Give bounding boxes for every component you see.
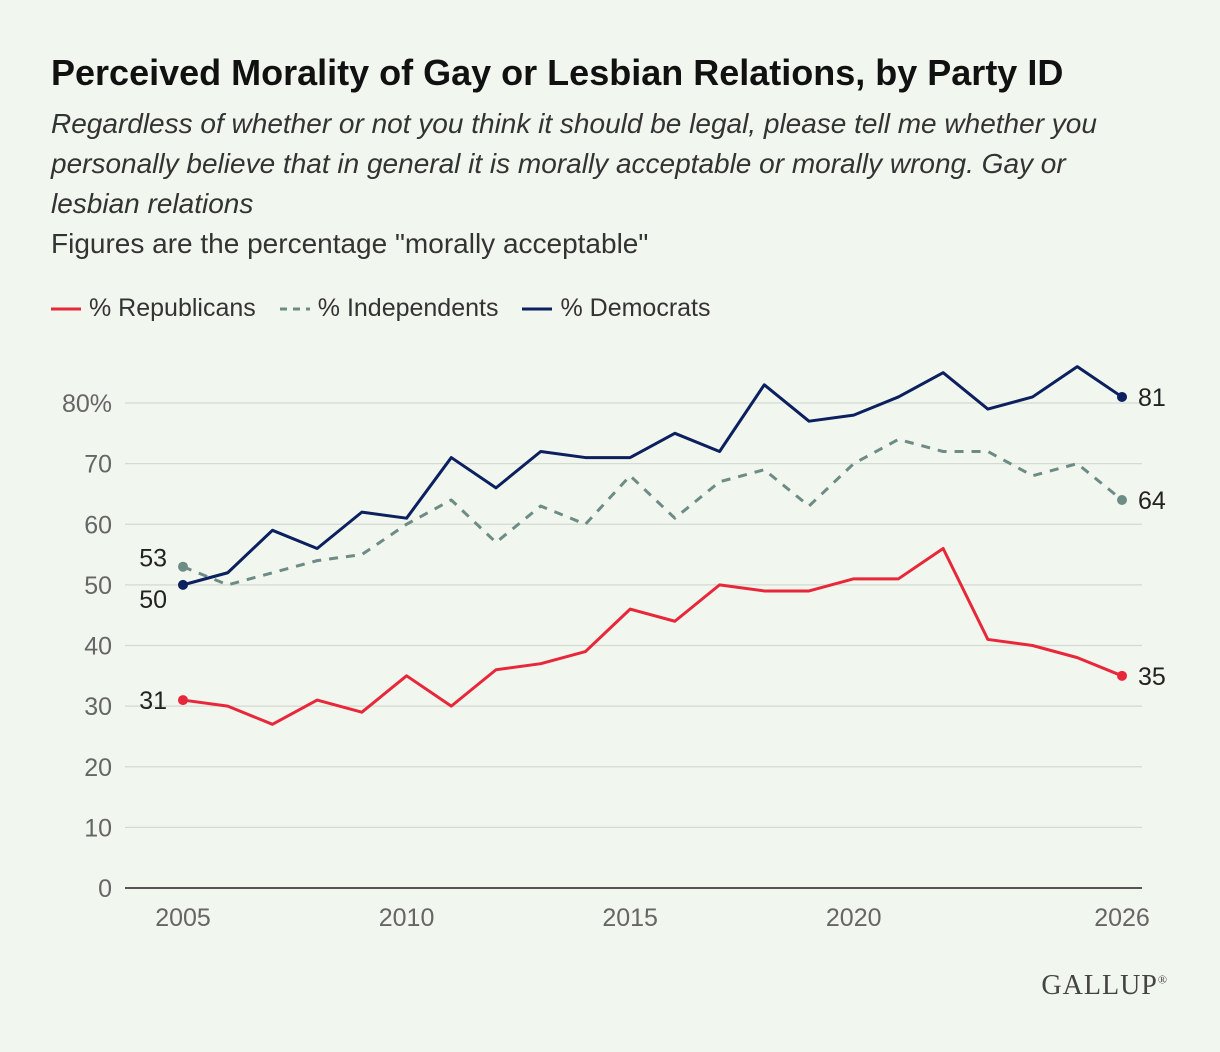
legend-label-republicans: % Republicans (89, 294, 256, 322)
series-end-point-1 (1117, 495, 1127, 505)
series-line-0 (182, 547, 1123, 726)
y-tick-label: 70 (84, 451, 112, 479)
y-tick-label: 0 (98, 875, 112, 903)
chart-title: Perceived Morality of Gay or Lesbian Rel… (51, 52, 1064, 93)
x-tick-label: 2026 (1094, 904, 1150, 932)
legend: % Republicans % Independents % Democrats (51, 294, 735, 323)
legend-swatch-democrats (522, 307, 553, 310)
legend-swatch-republicans (51, 307, 81, 310)
series-end-point-2 (1117, 391, 1127, 402)
x-tick-label: 2010 (379, 904, 435, 932)
gallup-logo: GALLUP® (1041, 970, 1168, 1002)
series-line-2 (182, 365, 1123, 587)
logo-text: GALLUP (1041, 970, 1158, 1001)
series-end-label-0: 35 (1138, 663, 1166, 691)
series-end-point-0 (1117, 670, 1127, 681)
series-end-label-2: 81 (1138, 384, 1166, 412)
legend-label-democrats: % Democrats (560, 294, 711, 322)
legend-label-independents: % Independents (317, 294, 499, 322)
x-tick-label: 2020 (826, 904, 882, 932)
legend-item-republicans: % Republicans (51, 294, 256, 323)
y-tick-label: 20 (84, 754, 112, 782)
chart-subtitle: Regardless of whether or not you think i… (51, 108, 1097, 219)
legend-item-democrats: % Democrats (522, 294, 711, 323)
series-start-label-1: 53 (139, 545, 167, 573)
x-tick-label: 2015 (602, 904, 658, 932)
series-start-point-1 (178, 561, 188, 572)
y-tick-label: 80% (62, 390, 112, 418)
series-start-label-2: 50 (139, 586, 167, 614)
series-start-point-0 (178, 695, 188, 706)
series-start-point-2 (178, 579, 188, 590)
registered-mark: ® (1157, 972, 1168, 987)
y-tick-label: 40 (84, 633, 112, 661)
y-tick-label: 60 (84, 511, 112, 539)
series-line-1 (182, 437, 1123, 587)
y-tick-label: 10 (84, 814, 112, 842)
y-tick-label: 30 (84, 693, 112, 721)
legend-item-independents: % Independents (279, 294, 499, 323)
chart-note: Figures are the percentage "morally acce… (51, 228, 649, 259)
x-tick-label: 2005 (155, 904, 211, 932)
y-tick-label: 50 (84, 572, 112, 600)
series-start-label-0: 31 (139, 687, 167, 715)
legend-swatch-independents (279, 307, 310, 310)
series-end-label-1: 64 (1138, 487, 1166, 515)
